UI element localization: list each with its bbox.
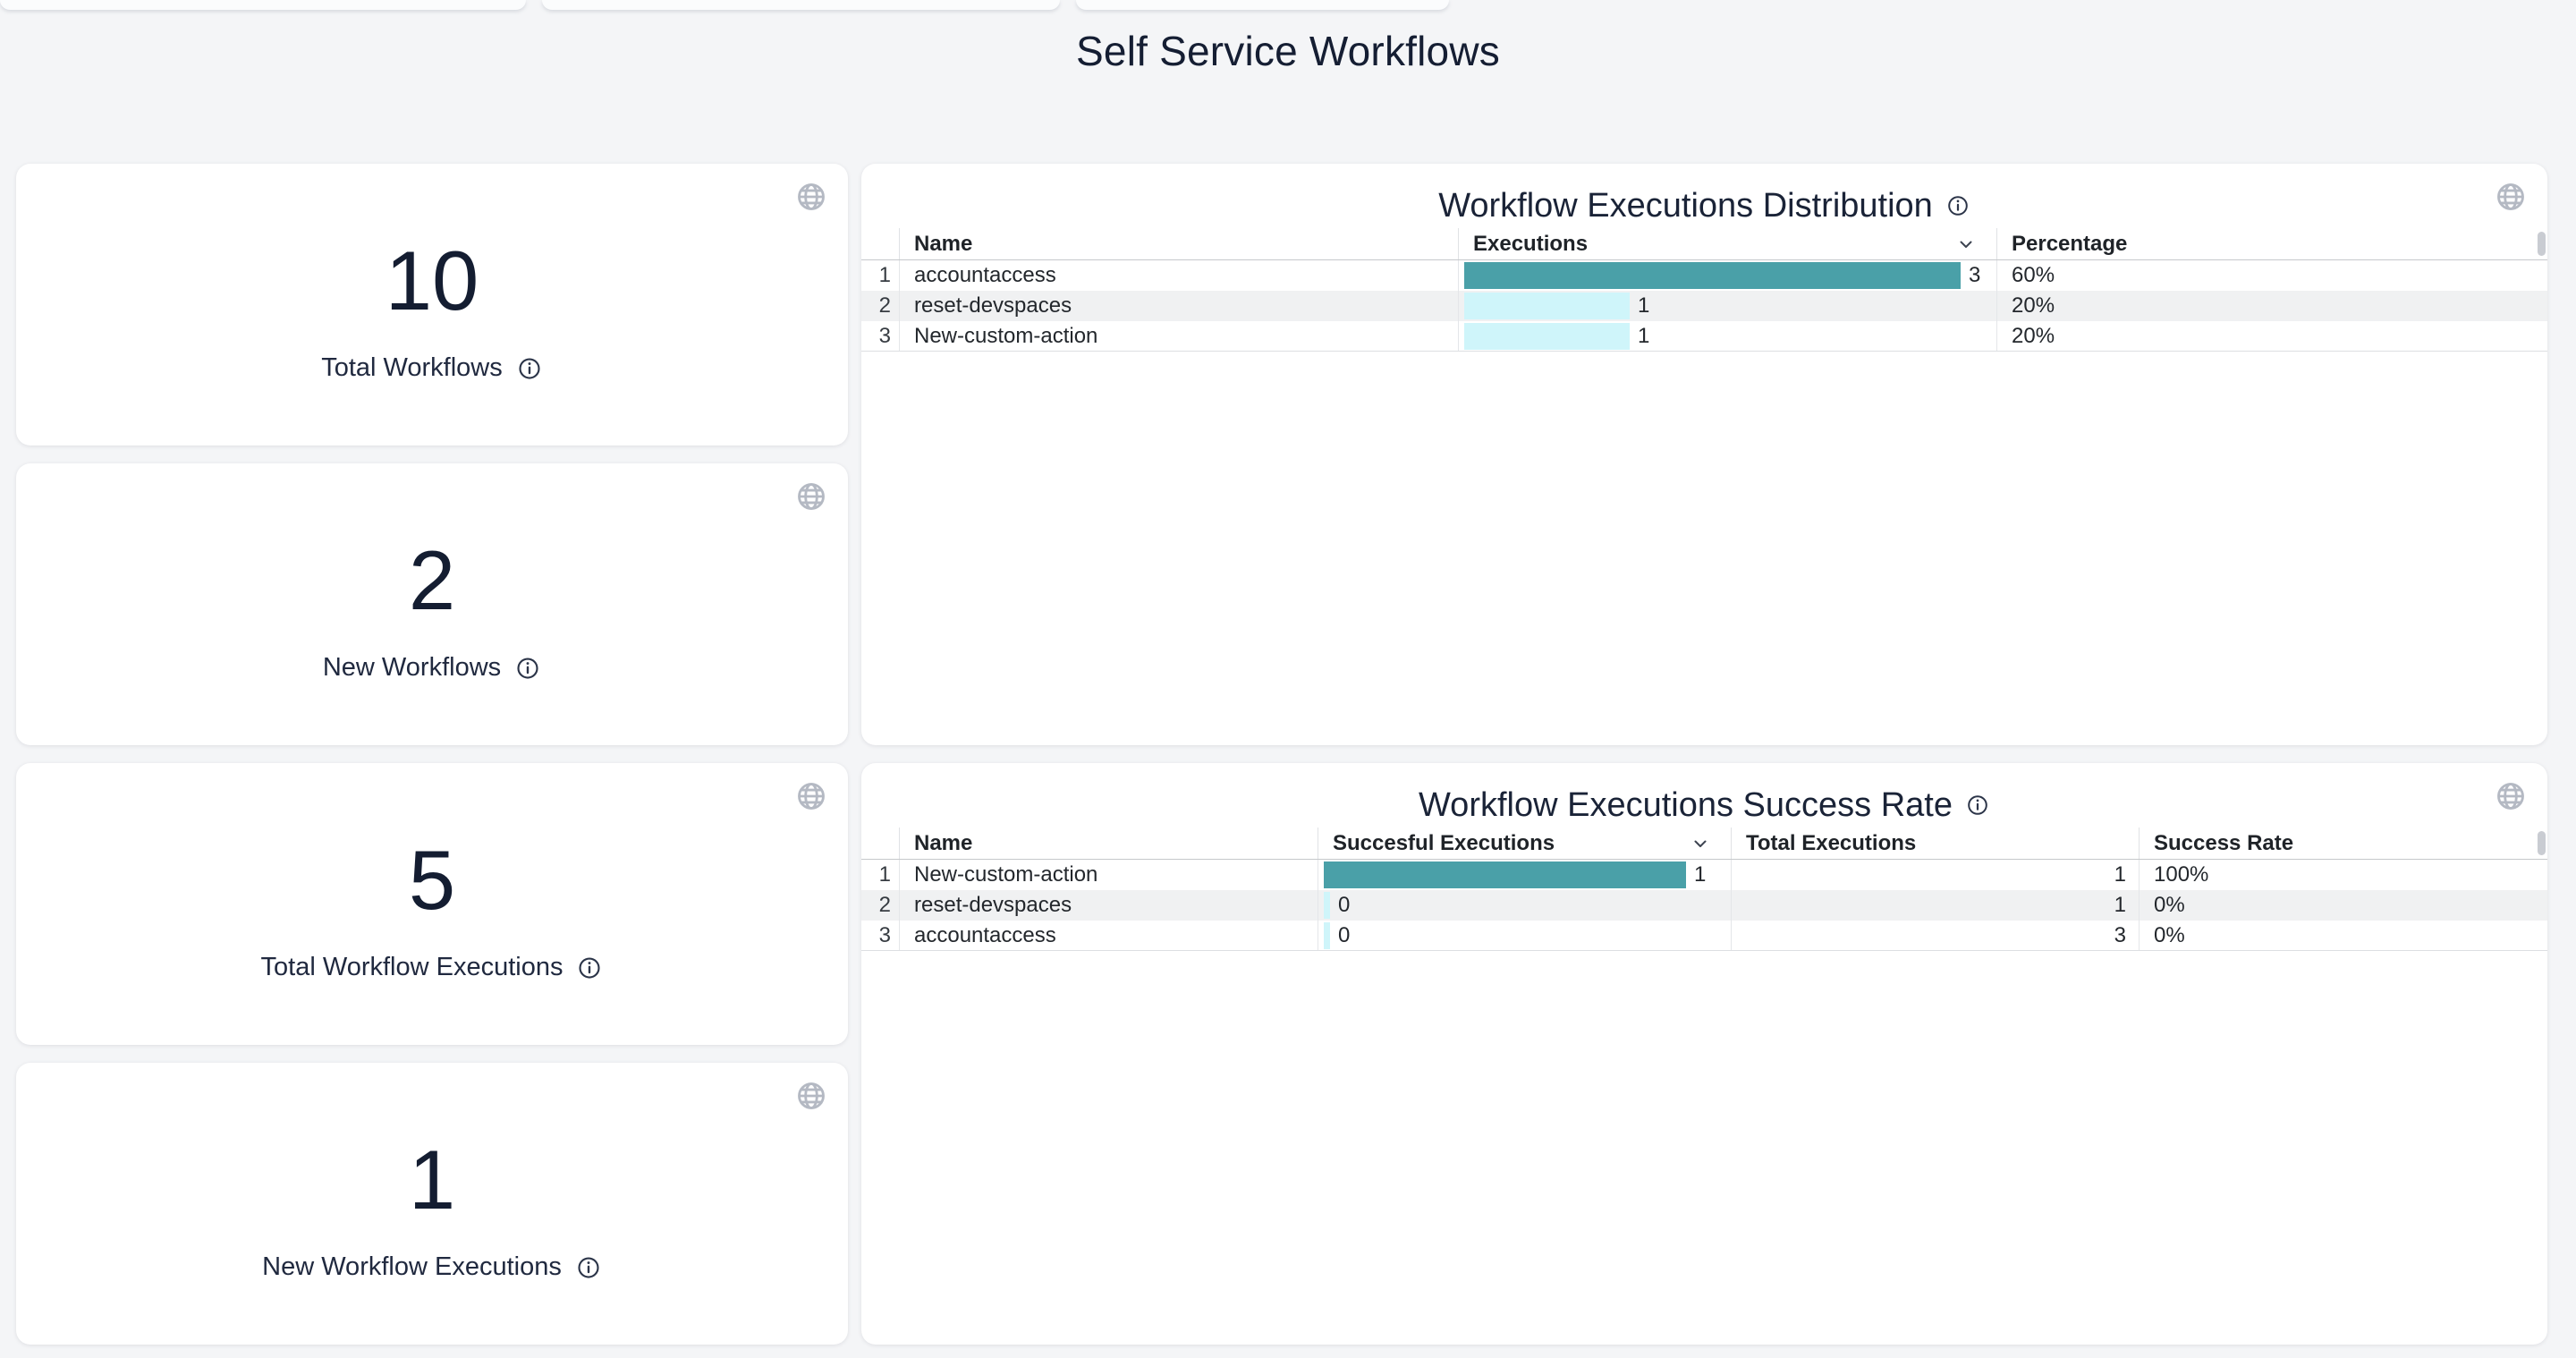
bar [1324, 861, 1686, 888]
total-executions-cell: 1 [1731, 860, 2139, 890]
executions-bar-cell: 0 [1318, 921, 1731, 950]
success-rate-cell: 0% [2139, 890, 2547, 921]
executions-bar-cell: 1 [1458, 321, 1996, 351]
executions-bar-cell: 0 [1318, 890, 1731, 921]
workflow-executions-distribution-card: Workflow Executions Distribution Name Ex… [861, 164, 2547, 745]
table-header: Name Executions Percentage [861, 228, 2547, 260]
stat-value: 10 [385, 233, 479, 327]
bar-value-label: 1 [1694, 862, 1707, 887]
info-icon[interactable] [576, 955, 603, 981]
bar-value-label: 1 [1638, 293, 1650, 318]
name-cell: reset-devspaces [899, 890, 1318, 921]
total-executions-cell: 3 [1731, 921, 2139, 950]
row-index: 3 [878, 323, 891, 348]
row-index: 1 [878, 862, 891, 887]
total-executions-cell: 1 [1731, 890, 2139, 921]
name-cell: New-custom-action [899, 321, 1458, 351]
row-index: 1 [878, 263, 891, 287]
info-icon[interactable] [514, 655, 541, 682]
row-index: 2 [878, 293, 891, 318]
stat-label: New Workflows [322, 653, 502, 682]
column-header-name[interactable]: Name [899, 828, 1318, 859]
stat-value: 5 [408, 833, 456, 927]
name-cell: accountaccess [899, 260, 1458, 291]
success-rate-cell: 0% [2139, 921, 2547, 950]
stat-label: New Workflow Executions [262, 1252, 562, 1281]
bar-value-label: 0 [1338, 922, 1351, 947]
percentage-cell: 20% [1996, 321, 2547, 351]
stat-value: 1 [408, 1133, 456, 1226]
bar [1464, 262, 1961, 289]
bar [1464, 322, 1630, 350]
table-row[interactable]: 2 reset-devspaces 0 1 0% [861, 890, 2547, 921]
column-header-index [861, 228, 899, 259]
scrollbar-thumb[interactable] [2538, 831, 2546, 855]
column-header-percentage[interactable]: Percentage [1996, 228, 2547, 259]
table-row[interactable]: 3 New-custom-action 1 20% [861, 321, 2547, 352]
table-header: Name Succesful Executions Total Executio… [861, 828, 2547, 860]
executions-bar-cell: 1 [1318, 860, 1731, 890]
stat-card-new-workflows: 2 New Workflows [16, 463, 848, 745]
bar [1324, 921, 1330, 949]
bar [1464, 293, 1630, 319]
row-index: 2 [878, 893, 891, 917]
table-row[interactable]: 1 New-custom-action 1 1 100% [861, 860, 2547, 890]
table-row[interactable]: 2 reset-devspaces 1 20% [861, 291, 2547, 321]
name-cell: accountaccess [899, 921, 1318, 950]
percentage-cell: 20% [1996, 291, 2547, 321]
page-title: Self Service Workflows [1076, 28, 1500, 74]
info-icon[interactable] [516, 355, 543, 382]
table-row[interactable]: 3 accountaccess 0 3 0% [861, 921, 2547, 951]
globe-icon[interactable] [2495, 780, 2527, 812]
scrollbar-thumb[interactable] [2538, 232, 2546, 256]
cutoff-card-above [1076, 0, 1449, 10]
stat-card-new-workflow-executions: 1 New Workflow Executions [16, 1063, 848, 1345]
bar-value-label: 0 [1338, 893, 1351, 917]
stat-value: 2 [408, 533, 456, 627]
bar-value-label: 3 [1969, 263, 1981, 287]
column-header-successful-executions[interactable]: Succesful Executions [1318, 828, 1731, 859]
column-header-success-rate[interactable]: Success Rate [2139, 828, 2547, 859]
stat-label: Total Workflows [321, 353, 503, 382]
globe-icon[interactable] [2495, 181, 2527, 213]
table-title: Workflow Executions Success Rate [1419, 785, 1953, 824]
stat-card-total-workflows: 10 Total Workflows [16, 164, 848, 446]
percentage-cell: 60% [1996, 260, 2547, 291]
executions-bar-cell: 3 [1458, 260, 1996, 291]
chevron-down-icon[interactable] [1690, 833, 1711, 854]
name-cell: reset-devspaces [899, 291, 1458, 321]
bar [1324, 892, 1330, 919]
table-row[interactable]: 1 accountaccess 3 60% [861, 260, 2547, 291]
executions-bar-cell: 1 [1458, 291, 1996, 321]
bar-value-label: 1 [1638, 323, 1650, 348]
column-header-index [861, 828, 899, 859]
cutoff-card-above [542, 0, 1060, 10]
chevron-down-icon[interactable] [1955, 233, 1977, 255]
success-rate-cell: 100% [2139, 860, 2547, 890]
info-icon[interactable] [1965, 793, 1990, 818]
cutoff-card-above [0, 0, 526, 10]
info-icon[interactable] [575, 1254, 602, 1281]
table-title: Workflow Executions Distribution [1438, 186, 1933, 225]
column-header-executions[interactable]: Executions [1458, 228, 1996, 259]
column-header-total-executions[interactable]: Total Executions [1731, 828, 2139, 859]
info-icon[interactable] [1945, 193, 1970, 218]
row-index: 3 [878, 922, 891, 947]
workflow-executions-success-rate-card: Workflow Executions Success Rate Name Su… [861, 763, 2547, 1345]
column-header-name[interactable]: Name [899, 228, 1458, 259]
stat-card-total-workflow-executions: 5 Total Workflow Executions [16, 763, 848, 1045]
stat-label: Total Workflow Executions [260, 953, 564, 981]
name-cell: New-custom-action [899, 860, 1318, 890]
